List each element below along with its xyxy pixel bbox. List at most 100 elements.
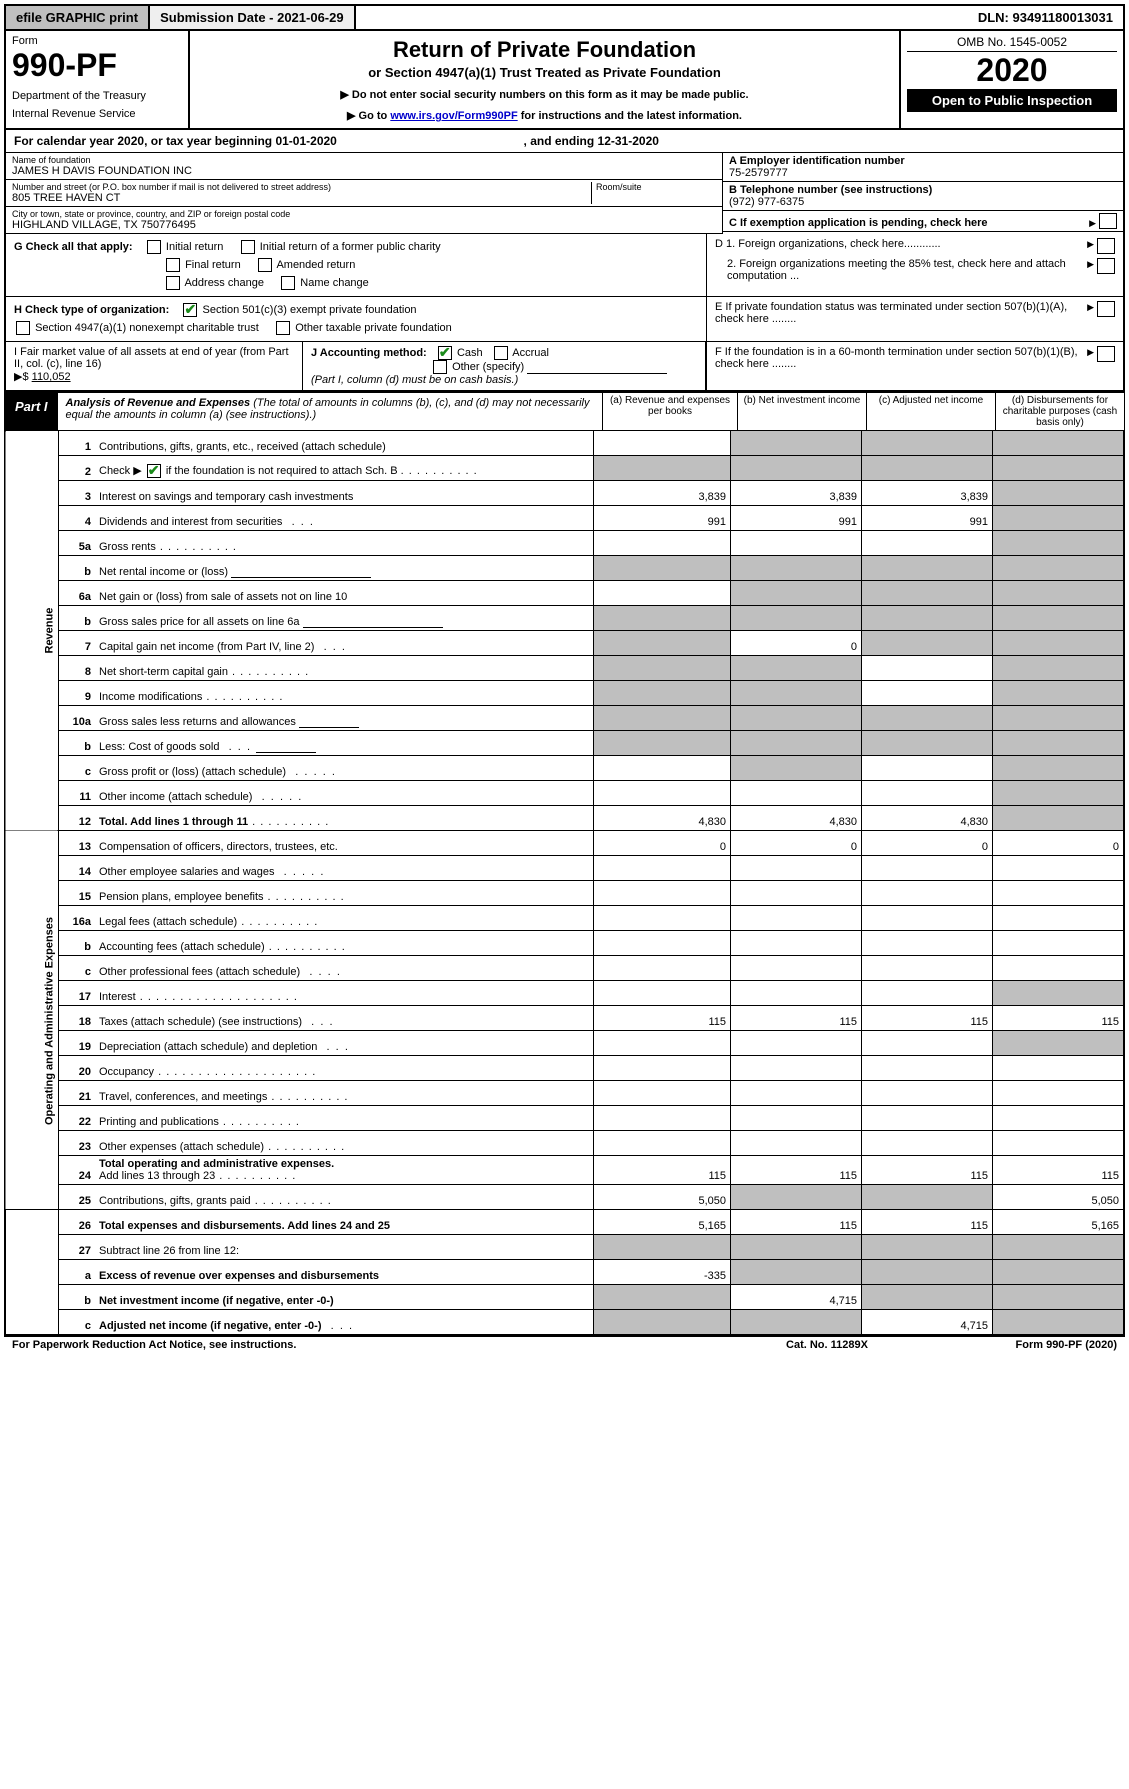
f-checkbox[interactable] xyxy=(1097,346,1115,362)
line23-desc: Other expenses (attach schedule) xyxy=(95,1131,594,1156)
street-address: 805 TREE HAVEN CT xyxy=(12,192,587,204)
col-a-header: (a) Revenue and expenses per books xyxy=(602,393,737,430)
line12-desc: Total. Add lines 1 through 11 xyxy=(95,806,594,831)
line11-desc: Other income (attach schedule) . . . . . xyxy=(95,781,594,806)
i-label: I Fair market value of all assets at end… xyxy=(14,346,289,370)
initial-former-checkbox[interactable] xyxy=(241,240,255,254)
d2-checkbox[interactable] xyxy=(1097,258,1115,274)
line4-desc: Dividends and interest from securities .… xyxy=(95,506,594,531)
d2-label: 2. Foreign organizations meeting the 85%… xyxy=(715,258,1087,282)
line5b-desc: Net rental income or (loss) xyxy=(95,556,594,581)
yearline-begin: 01-01-2020 xyxy=(275,134,336,148)
line8-desc: Net short-term capital gain xyxy=(95,656,594,681)
line13-b: 0 xyxy=(731,831,862,856)
line18-a: 115 xyxy=(594,1006,731,1031)
arrow-icon xyxy=(1087,301,1097,325)
calendar-year-line: For calendar year 2020, or tax year begi… xyxy=(4,130,1125,153)
line16c-desc: Other professional fees (attach schedule… xyxy=(95,956,594,981)
yearline-mid: , and ending xyxy=(524,134,598,148)
line4-a: 991 xyxy=(594,506,731,531)
other-method-checkbox[interactable] xyxy=(433,360,447,374)
line18-desc: Taxes (attach schedule) (see instruction… xyxy=(95,1006,594,1031)
sch-b-checkbox[interactable] xyxy=(147,464,161,478)
j-note: (Part I, column (d) must be on cash basi… xyxy=(311,374,518,386)
other-method-label: Other (specify) xyxy=(452,361,524,373)
omb-number: OMB No. 1545-0052 xyxy=(907,35,1117,52)
line13-c: 0 xyxy=(862,831,993,856)
g-label: G Check all that apply: xyxy=(14,241,133,253)
cash-label: Cash xyxy=(457,347,483,359)
f-label: F If the foundation is in a 60-month ter… xyxy=(715,346,1087,370)
accrual-checkbox[interactable] xyxy=(494,346,508,360)
amended-return-checkbox[interactable] xyxy=(258,258,272,272)
name-change-checkbox[interactable] xyxy=(281,276,295,290)
form-number: 990-PF xyxy=(12,47,182,84)
line12-b: 4,830 xyxy=(731,806,862,831)
line27b-b: 4,715 xyxy=(731,1285,862,1310)
tax-year: 2020 xyxy=(907,52,1117,89)
part1-table: Revenue 1Contributions, gifts, grants, e… xyxy=(4,431,1125,1336)
arrow-icon xyxy=(1089,217,1099,229)
line10a-desc: Gross sales less returns and allowances xyxy=(95,706,594,731)
amended-return-label: Amended return xyxy=(276,259,355,271)
fmv-value: 110,052 xyxy=(32,371,71,383)
final-return-label: Final return xyxy=(185,259,241,271)
4947-checkbox[interactable] xyxy=(16,321,30,335)
line2-check-pre: Check ▶ xyxy=(99,465,142,477)
line6b-desc: Gross sales price for all assets on line… xyxy=(95,606,594,631)
col-b-header: (b) Net investment income xyxy=(737,393,866,430)
line24-desc: Total operating and administrative expen… xyxy=(95,1156,594,1185)
line6b-field[interactable] xyxy=(303,615,443,628)
irs-link[interactable]: www.irs.gov/Form990PF xyxy=(390,110,517,122)
footer-catno: Cat. No. 11289X xyxy=(737,1339,917,1351)
exemption-checkbox[interactable] xyxy=(1099,213,1117,229)
name-label: Name of foundation xyxy=(12,155,716,165)
line27c-desc: Adjusted net income (if negative, enter … xyxy=(95,1310,594,1336)
line13-d: 0 xyxy=(993,831,1125,856)
address-change-label: Address change xyxy=(184,277,264,289)
line6a-desc: Net gain or (loss) from sale of assets n… xyxy=(95,581,594,606)
line7-b: 0 xyxy=(731,631,862,656)
d1-checkbox[interactable] xyxy=(1097,238,1115,254)
line7-desc: Capital gain net income (from Part IV, l… xyxy=(95,631,594,656)
line18-c: 115 xyxy=(862,1006,993,1031)
line25-desc: Contributions, gifts, grants paid xyxy=(95,1185,594,1210)
i-arrow: ▶$ xyxy=(14,371,29,383)
cash-checkbox[interactable] xyxy=(438,346,452,360)
accrual-label: Accrual xyxy=(512,347,549,359)
line10b-field[interactable] xyxy=(256,740,316,753)
form-subtitle: or Section 4947(a)(1) Trust Treated as P… xyxy=(196,65,893,80)
line13-a: 0 xyxy=(594,831,731,856)
revenue-side-label: Revenue xyxy=(5,431,59,831)
form-header: Form 990-PF Department of the Treasury I… xyxy=(4,31,1125,130)
identification-block: Name of foundation JAMES H DAVIS FOUNDAT… xyxy=(4,153,1125,234)
initial-return-checkbox[interactable] xyxy=(147,240,161,254)
footer-paperwork: For Paperwork Reduction Act Notice, see … xyxy=(12,1339,737,1351)
501c3-checkbox[interactable] xyxy=(183,303,197,317)
4947-label: Section 4947(a)(1) nonexempt charitable … xyxy=(35,322,259,334)
line16b-desc: Accounting fees (attach schedule) xyxy=(95,931,594,956)
spacer xyxy=(356,6,968,29)
line10b-desc: Less: Cost of goods sold . . . xyxy=(95,731,594,756)
other-specify-field[interactable] xyxy=(527,361,667,374)
line20-desc: Occupancy xyxy=(95,1056,594,1081)
final-return-checkbox[interactable] xyxy=(166,258,180,272)
line24-d: 115 xyxy=(993,1156,1125,1185)
line4-b: 991 xyxy=(731,506,862,531)
e-checkbox[interactable] xyxy=(1097,301,1115,317)
efile-print-button[interactable]: efile GRAPHIC print xyxy=(6,6,150,29)
note2-post: for instructions and the latest informat… xyxy=(521,110,742,122)
yearline-end: 12-31-2020 xyxy=(598,134,659,148)
line5b-field[interactable] xyxy=(231,565,371,578)
part1-header: Part I Analysis of Revenue and Expenses … xyxy=(4,392,1125,431)
other-taxable-checkbox[interactable] xyxy=(276,321,290,335)
footer-formno: Form 990-PF (2020) xyxy=(917,1339,1117,1351)
line16a-desc: Legal fees (attach schedule) xyxy=(95,906,594,931)
line27a-desc: Excess of revenue over expenses and disb… xyxy=(95,1260,594,1285)
line3-desc: Interest on savings and temporary cash i… xyxy=(95,481,594,506)
line14-desc: Other employee salaries and wages . . . … xyxy=(95,856,594,881)
address-change-checkbox[interactable] xyxy=(166,276,180,290)
j-label: J Accounting method: xyxy=(311,347,427,359)
line9-desc: Income modifications xyxy=(95,681,594,706)
line10a-field[interactable] xyxy=(299,715,359,728)
